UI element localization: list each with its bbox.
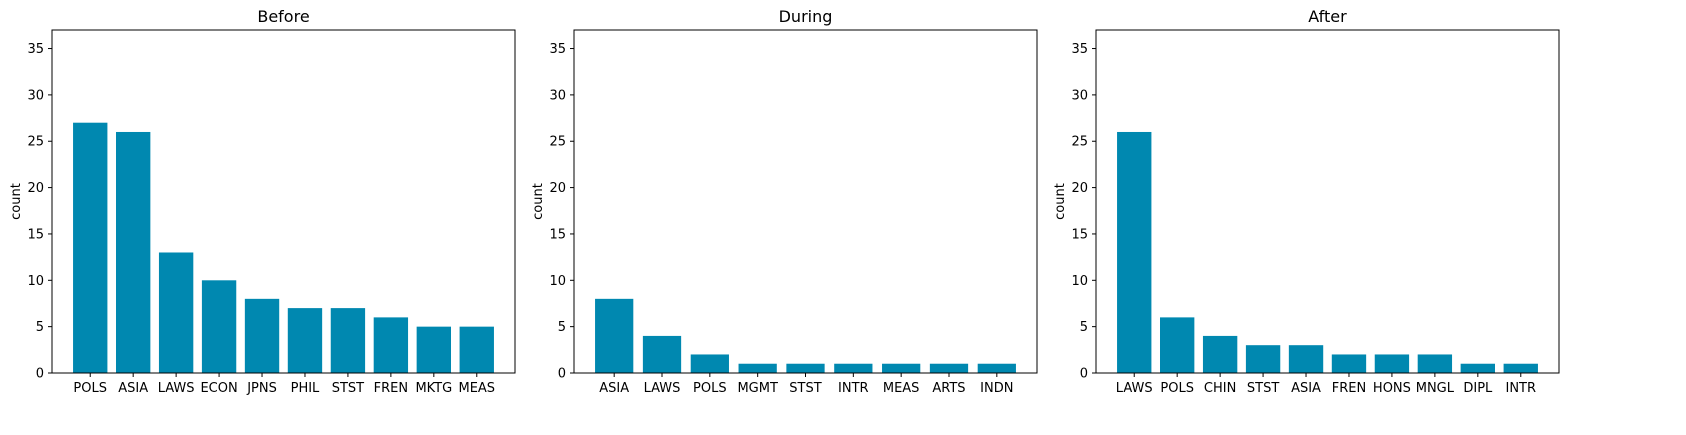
y-tick-label: 30 bbox=[549, 88, 566, 103]
x-tick-label: HONS bbox=[1373, 381, 1411, 396]
y-tick-label: 15 bbox=[549, 227, 566, 242]
bar-asia bbox=[116, 131, 151, 373]
x-tick-label: MNGL bbox=[1416, 381, 1455, 396]
y-tick-label: 25 bbox=[549, 135, 566, 150]
y-tick-label: 25 bbox=[27, 135, 44, 150]
bar-econ bbox=[201, 280, 237, 373]
bar-pols bbox=[73, 122, 108, 373]
x-tick-label: LAWS bbox=[644, 381, 681, 396]
bar-meas bbox=[459, 326, 494, 373]
bar-mngl bbox=[1417, 354, 1453, 373]
plot-frame bbox=[51, 29, 516, 374]
chart-panel-1: ASIA LAWS POLS MGMT STST INTR MEAS ARTS INDN 0 5 10… bbox=[531, 7, 1038, 396]
x-tick-label: FREN bbox=[1332, 381, 1366, 396]
x-tick-label: ECON bbox=[200, 381, 237, 396]
y-tick-label: 30 bbox=[1071, 88, 1088, 103]
x-tick-label: INTR bbox=[1506, 381, 1537, 396]
x-tick-label: ASIA bbox=[118, 381, 148, 396]
bar-hons bbox=[1374, 354, 1410, 373]
y-axis-label: count bbox=[9, 183, 24, 220]
x-tick-label: MEAS bbox=[458, 381, 495, 396]
chart-title: During bbox=[779, 7, 833, 26]
chart-title: After bbox=[1308, 7, 1347, 26]
x-tick-label: MGMT bbox=[737, 381, 778, 396]
y-tick-label: 5 bbox=[558, 320, 566, 335]
bar-arts bbox=[929, 363, 969, 373]
x-tick-label: ARTS bbox=[932, 381, 965, 396]
bar-mktg bbox=[416, 326, 451, 373]
x-tick-label: CHIN bbox=[1204, 381, 1236, 396]
y-tick-label: 20 bbox=[1071, 181, 1088, 196]
y-axis-label: count bbox=[1053, 183, 1068, 220]
x-tick-label: STST bbox=[789, 381, 821, 396]
bar-intr bbox=[1503, 363, 1538, 373]
bar-intr bbox=[834, 363, 873, 373]
x-tick-label: FREN bbox=[374, 381, 408, 396]
y-tick-label: 0 bbox=[1080, 367, 1088, 382]
x-tick-label: JPNS bbox=[246, 381, 277, 396]
bar-jpns bbox=[244, 298, 280, 373]
x-tick-label: STST bbox=[1247, 381, 1279, 396]
y-tick-label: 0 bbox=[558, 367, 566, 382]
y-tick-label: 0 bbox=[36, 367, 44, 382]
x-tick-label: DIPL bbox=[1463, 381, 1493, 396]
bar-laws bbox=[158, 252, 194, 373]
bar-asia bbox=[595, 298, 634, 373]
y-tick-label: 15 bbox=[27, 227, 44, 242]
y-tick-label: 20 bbox=[549, 181, 566, 196]
bar-fren bbox=[373, 317, 409, 373]
bar-fren bbox=[1331, 354, 1367, 373]
bar-laws bbox=[642, 335, 682, 373]
y-tick-label: 10 bbox=[27, 274, 44, 289]
y-tick-label: 10 bbox=[549, 274, 566, 289]
y-tick-label: 10 bbox=[1071, 274, 1088, 289]
bar-stst bbox=[330, 308, 366, 373]
y-tick-label: 5 bbox=[36, 320, 44, 335]
y-tick-label: 35 bbox=[1071, 42, 1088, 57]
x-tick-label: STST bbox=[332, 381, 364, 396]
chart-panel-2: LAWS POLS CHIN STST ASIA FREN HONS MNGL DIPL INTR… bbox=[1053, 7, 1560, 396]
y-tick-label: 20 bbox=[27, 181, 44, 196]
bar-pols bbox=[690, 354, 729, 373]
x-tick-label: POLS bbox=[693, 381, 727, 396]
y-tick-label: 30 bbox=[27, 88, 44, 103]
bar-stst bbox=[786, 363, 825, 373]
bar-meas bbox=[882, 363, 921, 373]
plot-frame bbox=[573, 29, 1038, 374]
y-tick-label: 25 bbox=[1071, 135, 1088, 150]
bar-dipl bbox=[1460, 363, 1495, 373]
y-tick-label: 15 bbox=[1071, 227, 1088, 242]
x-tick-label: ASIA bbox=[1291, 381, 1321, 396]
chart-panel-0: POLS ASIA LAWS ECON JPNS PHIL STST FREN MKTG MEAS… bbox=[9, 7, 516, 396]
y-tick-label: 5 bbox=[1080, 320, 1088, 335]
bar-stst bbox=[1245, 345, 1281, 373]
x-tick-label: INTR bbox=[838, 381, 869, 396]
bar-laws bbox=[1117, 131, 1152, 373]
plot-frame bbox=[1095, 29, 1560, 374]
bar-phil bbox=[287, 308, 323, 373]
y-tick-label: 35 bbox=[27, 42, 44, 57]
chart-title: Before bbox=[257, 7, 309, 26]
bar-asia bbox=[1288, 345, 1324, 373]
x-tick-label: ASIA bbox=[599, 381, 629, 396]
y-tick-label: 35 bbox=[549, 42, 566, 57]
x-tick-label: MEAS bbox=[883, 381, 920, 396]
x-tick-label: INDN bbox=[980, 381, 1013, 396]
bar-mgmt bbox=[738, 363, 777, 373]
x-tick-label: PHIL bbox=[291, 381, 320, 396]
x-tick-label: POLS bbox=[73, 381, 107, 396]
bar-pols bbox=[1160, 317, 1195, 373]
bar-indn bbox=[977, 363, 1016, 373]
bar-chin bbox=[1202, 335, 1238, 373]
x-tick-label: LAWS bbox=[158, 381, 195, 396]
x-tick-label: LAWS bbox=[1116, 381, 1153, 396]
x-tick-label: MKTG bbox=[415, 381, 452, 396]
x-tick-label: POLS bbox=[1160, 381, 1194, 396]
y-axis-label: count bbox=[531, 183, 546, 220]
